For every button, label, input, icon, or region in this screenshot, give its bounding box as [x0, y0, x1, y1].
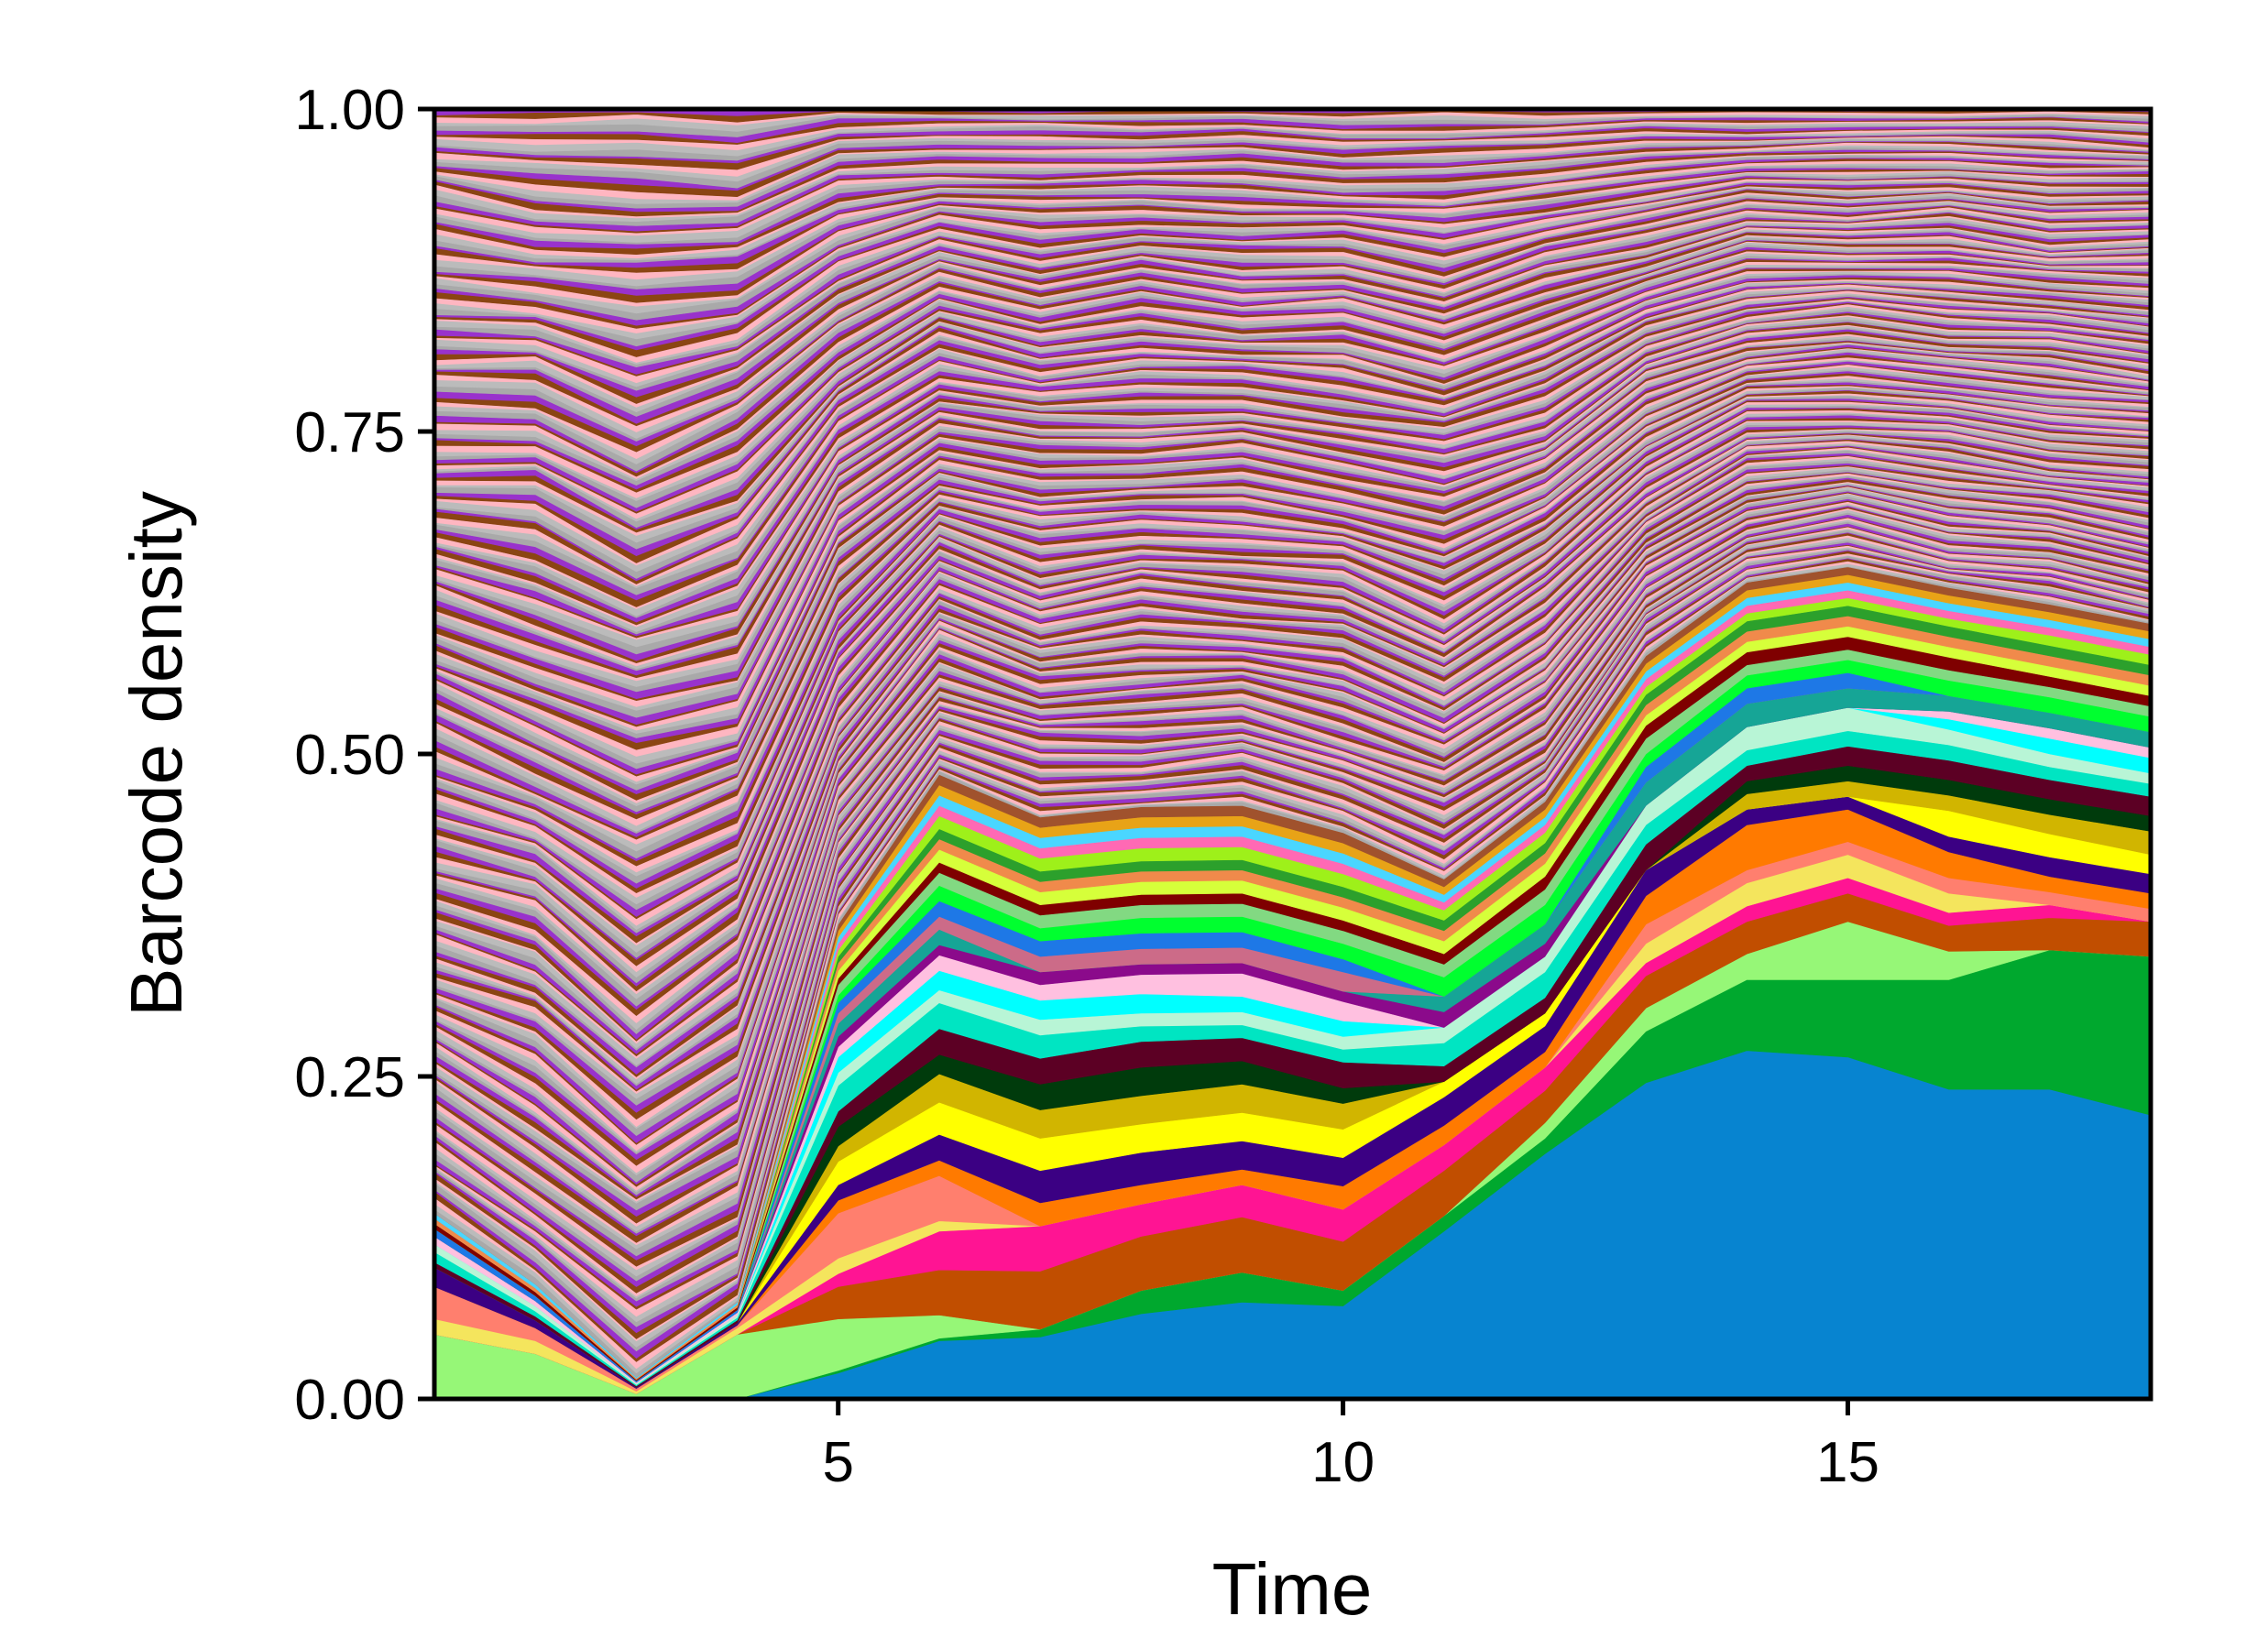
y-axis-label: Barcode density — [115, 491, 197, 1017]
x-tick-label: 10 — [1311, 1431, 1375, 1494]
y-tick-label: 0.50 — [294, 724, 405, 787]
x-tick-label: 5 — [822, 1431, 853, 1494]
area-layers — [434, 109, 2151, 1399]
y-axis: 0.00 0.25 0.50 0.75 1.00 — [294, 79, 434, 1432]
x-tick-label: 15 — [1816, 1431, 1879, 1494]
y-tick-label: 1.00 — [294, 79, 405, 142]
y-tick-label: 0.25 — [294, 1046, 405, 1109]
y-tick-label: 0.75 — [294, 401, 405, 464]
x-axis: 5 10 15 — [822, 1399, 1879, 1494]
x-axis-label: Time — [1212, 1548, 1373, 1630]
y-tick-label: 0.00 — [294, 1369, 405, 1432]
